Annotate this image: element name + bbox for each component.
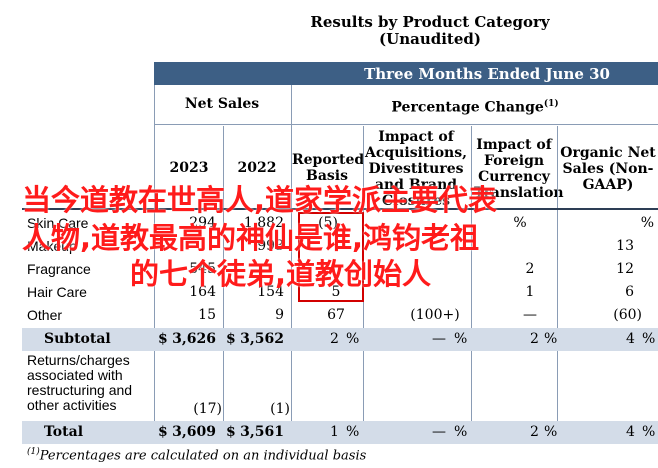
table-row: Makeup 993 13 — [0, 235, 658, 259]
cell-organic: 13 — [616, 238, 634, 254]
col-fx-header: Impact of Foreign Currency Translation — [474, 137, 564, 201]
cell-2022: 1,882 — [243, 215, 284, 231]
grid-line — [223, 126, 224, 444]
subtotal-label: Subtotal — [44, 331, 111, 347]
subtotal-2022: 3,562 — [240, 331, 284, 347]
grid-line — [291, 85, 292, 444]
pct-sign: % — [454, 331, 468, 347]
cell-reported: 5 — [331, 284, 341, 300]
pct-sign: % — [642, 424, 656, 440]
table-row: Fragrance 545 2 12 — [0, 258, 658, 282]
overlay-text-line-3: 的七个徒弟,道教创始人 — [130, 257, 432, 291]
table-row: Returns/charges associated with restruct… — [0, 353, 658, 419]
cell-2023: 545 — [189, 261, 216, 277]
footnote-mark: (1) — [27, 447, 40, 457]
cell-fx: % — [513, 215, 527, 231]
report-subtitle: (Unaudited) — [379, 30, 481, 48]
header-divider — [154, 124, 658, 125]
col-organic-header: Organic Net Sales (Non-GAAP) — [560, 145, 656, 193]
col-2022-header: 2022 — [237, 160, 277, 176]
period-banner-label: Three Months Ended June 30 — [364, 65, 610, 83]
cell-acq: (100+) — [410, 307, 460, 323]
footnote: (1)Percentages are calculated on an indi… — [27, 447, 366, 463]
period-banner: Three Months Ended June 30 — [154, 62, 658, 85]
total-organic: 4 — [626, 424, 635, 440]
total-fx: 2 — [530, 424, 539, 440]
cell-2022: 993 — [257, 238, 284, 254]
pct-sign: % — [454, 424, 468, 440]
grid-line — [154, 85, 155, 444]
row-label: Hair Care — [27, 284, 87, 300]
overlay-text-line-2: 人物,道教最高的神仙是谁,鸿钧老祖 — [22, 221, 480, 255]
cell-2023: 294 — [189, 215, 216, 231]
footnote-text: Percentages are calculated on an individ… — [39, 448, 367, 464]
table-row: Other 15 9 67 (100+) — (60) — [0, 304, 658, 328]
cell-fx: 1 — [525, 284, 535, 300]
dollar-sign: $ — [158, 424, 168, 440]
pct-change-header: Percentage Change(1) — [292, 96, 658, 116]
subtotal-2023: 3,626 — [172, 331, 216, 347]
total-2022: 3,561 — [240, 424, 284, 440]
total-label: Total — [44, 424, 84, 440]
cell-2022: (1) — [270, 401, 290, 417]
total-2023: 3,609 — [172, 424, 216, 440]
cell-2023: (17) — [193, 401, 222, 417]
report-title: Results by Product Category — [310, 13, 550, 31]
highlight-box — [298, 212, 364, 302]
cell-organic: (60) — [613, 307, 642, 323]
table-top-rule — [22, 208, 658, 210]
cell-2023: 164 — [189, 284, 216, 300]
subtotal-fx: 2 — [530, 331, 539, 347]
dollar-sign: $ — [158, 331, 168, 347]
subtotal-reported: 2 — [330, 331, 339, 347]
pct-change-header-text: Percentage Change — [391, 99, 544, 116]
total-reported: 1 — [330, 424, 339, 440]
returns-label-line: other activities — [27, 397, 117, 413]
row-label: Other — [27, 307, 63, 323]
net-sales-header: Net Sales — [184, 96, 260, 112]
returns-label-line: restructuring and — [27, 382, 133, 398]
cell-reported: (5) — [318, 215, 338, 231]
col-2023-header: 2023 — [169, 160, 209, 176]
col-reported-header: Reported Basis — [292, 152, 365, 184]
subtotal-acq: — — [432, 331, 446, 347]
cell-2023: 15 — [198, 307, 216, 323]
col-acq-header: Impact of Acquisitions, Divestitures and… — [365, 129, 467, 209]
cell-organic: 6 — [625, 284, 634, 300]
row-label: Makeup — [27, 238, 77, 254]
returns-label-line: Returns/charges — [27, 352, 130, 368]
pct-change-note: (1) — [543, 99, 559, 109]
cell-organic: 12 — [616, 261, 634, 277]
cell-reported: 67 — [327, 307, 345, 323]
pct-sign: % — [346, 331, 360, 347]
grid-line — [471, 126, 472, 444]
cell-2022: 9 — [275, 307, 284, 323]
table-row: Hair Care 164 154 5 1 6 — [0, 281, 658, 305]
overlay-text-line-1: 当今道教在世高人,道家学派主要代表 — [22, 183, 498, 217]
pct-sign: % — [642, 331, 656, 347]
returns-label-line: associated with — [27, 367, 123, 383]
dollar-sign: $ — [226, 331, 236, 347]
cell-2022: 154 — [257, 284, 284, 300]
grid-line — [557, 126, 558, 444]
pct-sign: % — [544, 424, 558, 440]
subtotal-organic: 4 — [626, 331, 635, 347]
cell-fx: 2 — [525, 261, 535, 277]
total-acq: — — [432, 424, 446, 440]
pct-sign: % — [544, 331, 558, 347]
pct-sign: % — [346, 424, 360, 440]
cell-organic: % — [640, 215, 654, 231]
subtotal-row: Subtotal $ 3,626 $ 3,562 2 % — % 2 % 4 % — [22, 328, 658, 351]
total-row: Total $ 3,609 $ 3,561 1 % — % 2 % 4 % — [22, 421, 658, 444]
returns-label: Returns/charges associated with restruct… — [27, 353, 132, 413]
table-row: Skin Care 294 1,882 (5) % % — [0, 212, 658, 236]
cell-fx: — — [523, 307, 537, 323]
row-label: Fragrance — [27, 261, 91, 277]
dollar-sign: $ — [226, 424, 236, 440]
row-label: Skin Care — [27, 215, 89, 231]
